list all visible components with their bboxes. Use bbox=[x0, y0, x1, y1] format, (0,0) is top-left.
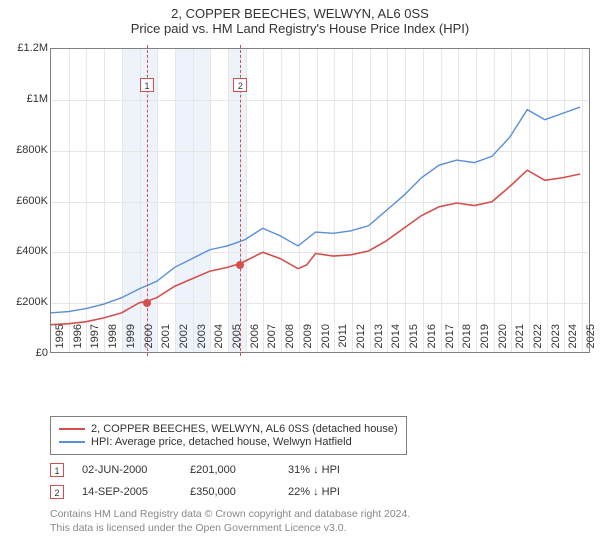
series-svg bbox=[51, 49, 589, 352]
sale-point-marker bbox=[143, 299, 151, 307]
chart-container: 12 £0£200K£400K£600K£800K£1M£1.2M1995199… bbox=[0, 38, 600, 408]
x-axis-label: 2001 bbox=[160, 324, 172, 364]
x-axis-label: 2004 bbox=[213, 324, 225, 364]
x-axis-label: 1996 bbox=[72, 324, 84, 364]
license-text: Contains HM Land Registry data © Crown c… bbox=[50, 507, 582, 535]
series-line-property bbox=[51, 170, 580, 325]
x-axis-label: 2019 bbox=[479, 324, 491, 364]
legend-row-hpi: HPI: Average price, detached house, Welw… bbox=[59, 436, 398, 448]
x-axis-label: 2024 bbox=[567, 324, 579, 364]
x-axis-label: 2016 bbox=[426, 324, 438, 364]
x-axis-label: 2018 bbox=[461, 324, 473, 364]
marker-box: 2 bbox=[233, 78, 247, 92]
series-line-hpi bbox=[51, 107, 580, 313]
legend-row-property: 2, COPPER BEECHES, WELWYN, AL6 0SS (deta… bbox=[59, 423, 398, 435]
y-axis-label: £400K bbox=[2, 245, 48, 257]
x-axis-label: 2012 bbox=[355, 324, 367, 364]
x-axis-label: 2025 bbox=[585, 324, 597, 364]
legend-label-hpi: HPI: Average price, detached house, Welw… bbox=[91, 436, 352, 448]
legend-swatch-hpi bbox=[59, 441, 85, 443]
license-line1: Contains HM Land Registry data © Crown c… bbox=[50, 507, 582, 521]
y-axis-label: £600K bbox=[2, 195, 48, 207]
x-axis-label: 2008 bbox=[284, 324, 296, 364]
x-axis-label: 2023 bbox=[550, 324, 562, 364]
x-axis-label: 2013 bbox=[373, 324, 385, 364]
x-axis-label: 2020 bbox=[497, 324, 509, 364]
chart-title-block: 2, COPPER BEECHES, WELWYN, AL6 0SS Price… bbox=[0, 0, 600, 38]
marker-box: 1 bbox=[140, 78, 154, 92]
x-axis-label: 2005 bbox=[231, 324, 243, 364]
x-axis-label: 2006 bbox=[249, 324, 261, 364]
x-axis-label: 2022 bbox=[532, 324, 544, 364]
address-title: 2, COPPER BEECHES, WELWYN, AL6 0SS bbox=[0, 6, 600, 21]
sale-price-2: £350,000 bbox=[190, 486, 270, 498]
x-axis-label: 2014 bbox=[390, 324, 402, 364]
sale-date-2: 14-SEP-2005 bbox=[82, 486, 172, 498]
x-axis-label: 2009 bbox=[302, 324, 314, 364]
sale-price-1: £201,000 bbox=[190, 464, 270, 476]
y-axis-label: £0 bbox=[2, 347, 48, 359]
x-axis-label: 2015 bbox=[408, 324, 420, 364]
x-axis-label: 2000 bbox=[143, 324, 155, 364]
sale-row-1: 1 02-JUN-2000 £201,000 31% ↓ HPI bbox=[50, 463, 582, 477]
x-axis-label: 2007 bbox=[266, 324, 278, 364]
x-axis-label: 2003 bbox=[196, 324, 208, 364]
y-axis-label: £1M bbox=[2, 93, 48, 105]
x-axis-label: 1998 bbox=[107, 324, 119, 364]
sale-date-1: 02-JUN-2000 bbox=[82, 464, 172, 476]
legend-label-property: 2, COPPER BEECHES, WELWYN, AL6 0SS (deta… bbox=[91, 423, 398, 435]
legend-box: 2, COPPER BEECHES, WELWYN, AL6 0SS (deta… bbox=[50, 416, 407, 455]
x-axis-label: 1997 bbox=[89, 324, 101, 364]
x-axis-label: 2011 bbox=[337, 324, 349, 364]
legend-block: 2, COPPER BEECHES, WELWYN, AL6 0SS (deta… bbox=[50, 416, 582, 499]
sale-marker-1: 1 bbox=[50, 463, 64, 477]
sale-pct-2: 22% ↓ HPI bbox=[288, 486, 340, 498]
plot-area: 12 bbox=[50, 48, 590, 353]
x-axis-label: 2002 bbox=[178, 324, 190, 364]
x-axis-label: 2010 bbox=[320, 324, 332, 364]
y-axis-label: £800K bbox=[2, 144, 48, 156]
sale-point-marker bbox=[236, 261, 244, 269]
license-line2: This data is licensed under the Open Gov… bbox=[50, 521, 582, 535]
y-axis-label: £1.2M bbox=[2, 42, 48, 54]
x-axis-label: 1999 bbox=[125, 324, 137, 364]
sale-marker-2: 2 bbox=[50, 485, 64, 499]
sale-row-2: 2 14-SEP-2005 £350,000 22% ↓ HPI bbox=[50, 485, 582, 499]
x-axis-label: 2017 bbox=[444, 324, 456, 364]
x-axis-label: 2021 bbox=[514, 324, 526, 364]
subtitle: Price paid vs. HM Land Registry's House … bbox=[0, 21, 600, 36]
sale-pct-1: 31% ↓ HPI bbox=[288, 464, 340, 476]
x-axis-label: 1995 bbox=[54, 324, 66, 364]
y-axis-label: £200K bbox=[2, 296, 48, 308]
legend-swatch-property bbox=[59, 428, 85, 430]
